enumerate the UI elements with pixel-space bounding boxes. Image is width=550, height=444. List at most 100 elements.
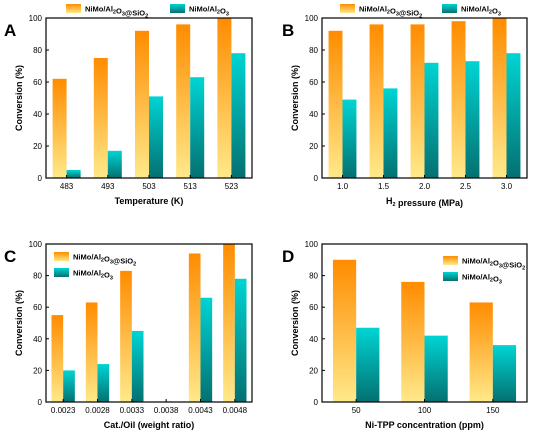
bar-nimoal2o3-150 — [492, 345, 517, 402]
legend-label-2: NiMo/Al2O3 — [462, 273, 502, 286]
y-tick-label: 60 — [309, 78, 318, 87]
legend-label-2: NiMo/Al2O3 — [189, 5, 229, 18]
x-tick-label: 0.0033 — [120, 406, 145, 415]
x-tick-label: 0.0043 — [188, 406, 213, 415]
bar-nimoal2o3sio2-503 — [134, 30, 149, 178]
bar-nimoal2o3sio2-3.0 — [492, 18, 507, 178]
bar-nimoal2o3sio2-513 — [176, 24, 191, 179]
bar-nimoal2o3sio2-483 — [52, 78, 67, 178]
x-tick-label: 513 — [184, 182, 198, 191]
bar-nimoal2o3sio2-493 — [93, 58, 108, 178]
x-axis-label: Cat./Oil (weight ratio) — [104, 420, 195, 430]
y-tick-label: 20 — [309, 366, 318, 375]
bar-nimoal2o3sio2-0.0028 — [85, 302, 98, 402]
bar-nimoal2o3sio2-1.0 — [328, 30, 343, 178]
bar-nimoal2o3-493 — [107, 150, 122, 178]
x-tick-label: 483 — [60, 182, 74, 191]
y-axis-label: Conversion (%) — [290, 290, 300, 356]
bar-nimoal2o3sio2-100 — [401, 281, 425, 402]
bar-nimoal2o3-0.0028 — [97, 364, 110, 402]
x-tick-label: 2.5 — [460, 182, 472, 191]
y-tick-label: 40 — [33, 110, 42, 119]
legend-label-1: NiMo/Al2O3@SiO2 — [359, 5, 422, 20]
plot-frame — [45, 243, 253, 403]
legend-swatch-1 — [54, 252, 69, 261]
y-tick-label: 80 — [33, 272, 42, 281]
bar-nimoal2o3sio2-0.0043 — [188, 253, 201, 402]
y-tick-label: 0 — [38, 398, 43, 407]
x-tick-label: 523 — [225, 182, 239, 191]
legend-label-2: NiMo/Al2O3 — [461, 5, 501, 18]
x-axis-label: Ni-TPP concentration (ppm) — [365, 420, 484, 430]
bar-nimoal2o3-0.0033 — [131, 330, 144, 402]
bar-nimoal2o3-50 — [356, 327, 380, 402]
y-tick-label: 60 — [33, 78, 42, 87]
y-tick-label: 40 — [33, 335, 42, 344]
bar-nimoal2o3-2.5 — [465, 61, 480, 179]
y-tick-label: 80 — [309, 272, 318, 281]
legend-swatch-1 — [443, 256, 458, 265]
y-tick-label: 100 — [29, 14, 43, 23]
y-tick-label: 100 — [29, 240, 43, 249]
x-tick-label: 0.0028 — [85, 406, 110, 415]
chart-panel-c: C 0 20 40 60 80 100 0.0023 0.0028 0.0033 0.0038 0.0… — [4, 240, 253, 430]
y-tick-label: 0 — [38, 174, 43, 183]
y-tick-label: 100 — [305, 240, 319, 249]
bar-nimoal2o3-3.0 — [506, 53, 521, 179]
y-axis-label: Conversion (%) — [290, 65, 300, 131]
bar-nimoal2o3-0.0043 — [200, 297, 213, 402]
y-axis-label: Conversion (%) — [14, 65, 24, 131]
x-axis-label: Temperature (K) — [115, 196, 184, 206]
bar-nimoal2o3sio2-50 — [332, 259, 357, 402]
x-tick-label: 1.5 — [378, 182, 390, 191]
x-tick-label: 100 — [418, 406, 432, 415]
y-tick-label: 0 — [314, 174, 319, 183]
y-tick-label: 20 — [33, 366, 42, 375]
x-tick-label: 0.0048 — [223, 406, 248, 415]
bar-nimoal2o3-100 — [424, 335, 448, 402]
y-axis-label: Conversion (%) — [14, 290, 24, 356]
legend-label-2: NiMo/Al2O3 — [73, 269, 113, 282]
bar-nimoal2o3-1.5 — [383, 88, 398, 178]
x-tick-label: 3.0 — [501, 182, 513, 191]
bar-nimoal2o3-0.0023 — [63, 370, 75, 402]
bar-nimoal2o3-503 — [149, 96, 164, 178]
bar-nimoal2o3-513 — [190, 77, 205, 178]
legend-swatch-2 — [170, 4, 185, 13]
chart-panel-b: B 0 20 40 60 80 100 1.0 1.5 2.0 2.5 3.0 H2 pressure … — [282, 4, 528, 208]
bar-nimoal2o3sio2-2.0 — [410, 24, 425, 179]
bar-nimoal2o3-0.0048 — [234, 278, 247, 402]
legend-swatch-1 — [66, 4, 81, 13]
x-tick-label: 2.0 — [419, 182, 431, 191]
x-tick-label: 0.0023 — [51, 406, 76, 415]
bar-nimoal2o3sio2-523 — [217, 18, 232, 178]
bar-nimoal2o3sio2-1.5 — [369, 24, 384, 179]
x-axis-label: H2 pressure (MPa) — [386, 196, 463, 208]
legend-label-1: NiMo/Al2O3@SiO2 — [73, 253, 136, 268]
legend: NiMo/Al2O3@SiO2 NiMo/Al2O3 — [340, 4, 501, 20]
bar-nimoal2o3sio2-0.0023 — [51, 315, 64, 402]
x-tick-label: 150 — [486, 406, 500, 415]
panel-label: A — [4, 21, 16, 40]
legend-swatch-2 — [54, 268, 69, 277]
y-tick-label: 40 — [309, 110, 318, 119]
y-tick-label: 60 — [309, 303, 318, 312]
bar-nimoal2o3sio2-150 — [469, 302, 493, 402]
y-tick-label: 80 — [309, 46, 318, 55]
y-tick-label: 40 — [309, 335, 318, 344]
y-tick-label: 60 — [33, 303, 42, 312]
y-tick-label: 100 — [305, 14, 319, 23]
bar-nimoal2o3sio2-2.5 — [451, 21, 466, 179]
bar-nimoal2o3-1.0 — [342, 99, 357, 178]
y-tick-label: 0 — [314, 398, 319, 407]
y-tick-label: 20 — [33, 142, 42, 151]
x-tick-label: 1.0 — [337, 182, 349, 191]
x-tick-label: 503 — [142, 182, 156, 191]
legend-swatch-2 — [442, 4, 457, 13]
chart-panel-a: A 0 20 40 60 80 100 483 493 503 513 523 Temperature … — [4, 4, 253, 206]
